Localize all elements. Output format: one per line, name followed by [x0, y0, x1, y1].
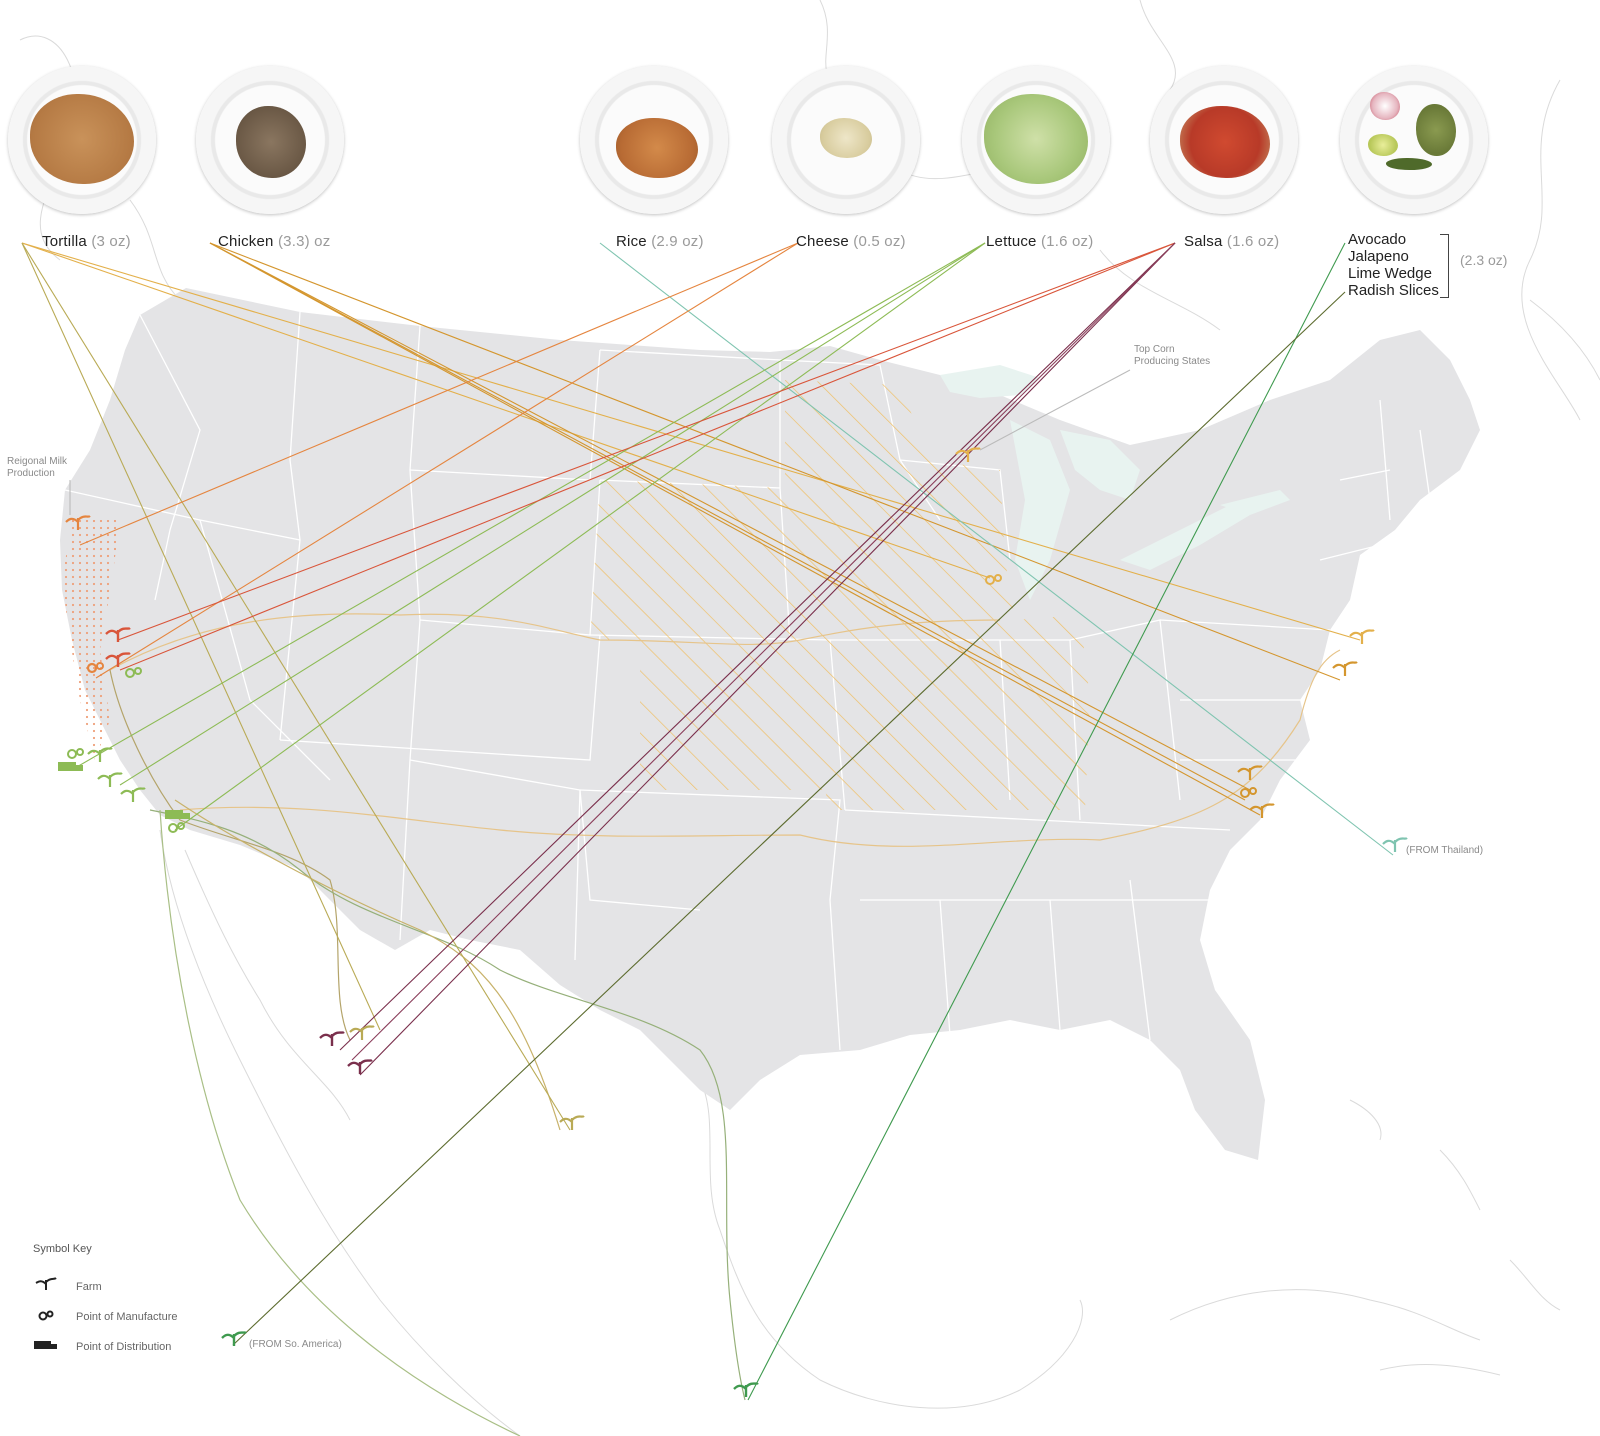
legend-label-distribution: Point of Distribution — [76, 1341, 172, 1353]
garnish-item-avocado: Avocado — [1348, 231, 1407, 248]
farm-icon — [65, 515, 91, 530]
legend-title: Symbol Key — [33, 1243, 92, 1255]
legend-icons — [34, 1277, 57, 1349]
farm-icon — [105, 651, 131, 667]
manufacture-icon — [1240, 787, 1257, 798]
cheese-label: Cheese (0.5 oz) — [796, 233, 906, 250]
farm-icon — [733, 1381, 759, 1397]
manufacture-icon — [985, 574, 1002, 585]
lettuce-label: Lettuce (1.6 oz) — [986, 233, 1094, 250]
farm-icon — [347, 1058, 373, 1074]
chicken-plate-photo — [196, 66, 344, 214]
garnish-list: Avocado Jalapeno Lime Wedge Radish Slice… — [1348, 231, 1439, 299]
salsa-plate-photo — [1150, 66, 1298, 214]
great-lakes — [940, 365, 1290, 600]
south-america-note: (FROM So. America) — [249, 1339, 342, 1350]
garnish-amount: (2.3 oz) — [1460, 252, 1508, 268]
milk-note-line1: Reigonal Milk — [7, 456, 68, 467]
rice-plate-photo — [580, 66, 728, 214]
farm-icon — [1237, 765, 1263, 780]
corn-note-line2: Producing States — [1134, 356, 1211, 367]
farm-sprout-icon — [35, 1277, 57, 1290]
manufacture-icon — [86, 662, 104, 674]
rice-label: Rice (2.9 oz) — [616, 233, 704, 250]
farm-icon — [1349, 629, 1375, 644]
legend-label-farm: Farm — [76, 1281, 102, 1293]
farm-icon — [221, 1330, 247, 1346]
cheese-plate-photo — [772, 66, 920, 214]
manufacture-icon — [168, 822, 185, 833]
distribution-truck-icon — [34, 1341, 57, 1349]
farm-icon — [87, 747, 113, 762]
salsa-label: Salsa (1.6 oz) — [1184, 233, 1280, 250]
farm-icon — [1332, 661, 1358, 676]
garnish-item-radish-slices: Radish Slices — [1348, 282, 1439, 299]
farm-icon — [349, 1025, 375, 1040]
farm-icon — [105, 626, 131, 642]
milk-note-line2: Production — [7, 468, 55, 479]
farm-icon — [1249, 803, 1275, 818]
milk-production-dots — [62, 520, 120, 760]
thailand-note: (FROM Thailand) — [1406, 845, 1484, 856]
tortilla-plate-photo — [8, 66, 156, 214]
farm-icon — [319, 1030, 345, 1046]
lettuce-plate-photo — [962, 66, 1110, 214]
farm-icon — [1382, 837, 1408, 852]
garnish-bracket — [1440, 234, 1449, 298]
garnish-item-lime-wedge: Lime Wedge — [1348, 265, 1432, 282]
farm-icon — [955, 447, 981, 462]
manufacture-gears-icon — [38, 1310, 54, 1321]
origin-lines — [21, 242, 1394, 1401]
corn-states-hatch — [590, 380, 1090, 810]
farm-icon — [120, 787, 146, 802]
chicken-label: Chicken (3.3) oz — [218, 233, 331, 250]
farm-icon — [559, 1115, 585, 1130]
outer-coastlines — [19, 0, 1600, 1436]
tortilla-label: Tortilla (3 oz) — [42, 233, 131, 250]
distribution-truck-icon — [58, 762, 83, 771]
garnish-item-jalapeno: Jalapeno — [1348, 248, 1409, 265]
distribution-truck-icon — [165, 810, 190, 819]
manufacture-icon — [125, 667, 142, 678]
corn-note-line1: Top Corn — [1134, 344, 1175, 355]
garnish-plate-photo — [1340, 66, 1488, 214]
corn-states-note: Top Corn Producing States — [1134, 344, 1210, 368]
legend-label-manufacture: Point of Manufacture — [76, 1311, 178, 1323]
manufacture-icon — [67, 748, 84, 759]
farm-icon — [97, 772, 123, 787]
map-markers — [58, 447, 1408, 1397]
milk-production-note: Reigonal Milk Production — [7, 456, 67, 480]
